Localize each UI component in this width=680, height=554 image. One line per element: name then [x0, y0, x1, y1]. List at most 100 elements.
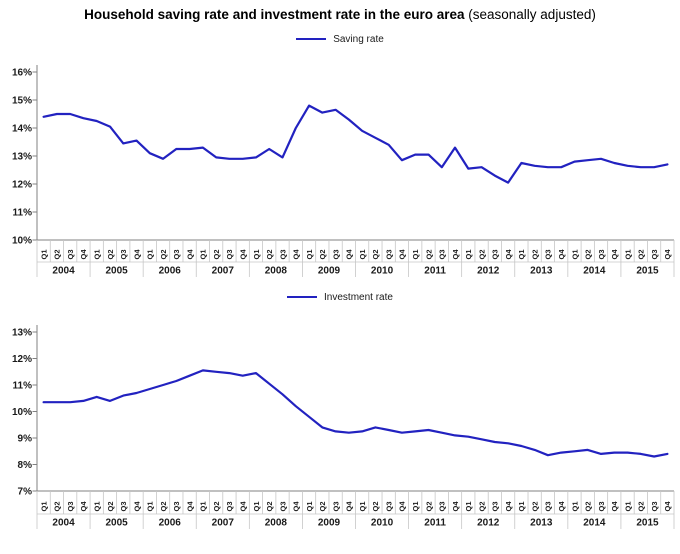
- saving-rate-legend-line-icon: [296, 38, 327, 40]
- quarter-tick-label: Q1: [93, 501, 102, 511]
- quarter-tick-label: Q3: [119, 501, 128, 511]
- quarter-tick-label: Q2: [212, 249, 221, 259]
- quarter-tick-label: Q2: [265, 501, 274, 511]
- quarter-tick-label: Q4: [292, 501, 301, 512]
- quarter-tick-label: Q3: [331, 249, 340, 259]
- page-title-main: Household saving rate and investment rat…: [84, 7, 465, 22]
- quarter-tick-label: Q3: [384, 501, 393, 511]
- quarter-tick-label: Q4: [557, 249, 566, 260]
- quarter-tick-label: Q4: [398, 249, 407, 260]
- x-axis: Q1 Q2 Q3 Q4 Q1 Q2 Q3 Q4 Q1 Q2 Q3 Q4 Q1 Q2 Q3 Q4 Q1 Q2 Q3 Q4…: [36, 490, 675, 529]
- quarter-tick-label: Q2: [424, 501, 433, 511]
- quarter-tick-label: Q1: [93, 249, 102, 259]
- quarter-tick-label: Q2: [530, 249, 539, 259]
- quarter-tick-label: Q1: [146, 249, 155, 259]
- year-label: 2007: [212, 518, 235, 529]
- quarter-tick-label: Q1: [358, 249, 367, 259]
- year-label: 2013: [530, 518, 553, 529]
- quarter-tick-label: Q3: [491, 249, 500, 259]
- quarter-tick-label: Q4: [238, 249, 247, 260]
- quarter-tick-label: Q3: [544, 501, 553, 511]
- investment-rate-chart: 7% 8% 9% 10% 11% 12% 13% Q1 Q2 Q3 Q4 Q1 Q2 Q3 Q4 Q1 Q2 Q3…: [12, 325, 675, 529]
- quarter-tick-label: Q3: [438, 249, 447, 259]
- quarter-tick-label: Q1: [252, 501, 261, 511]
- quarter-tick-label: Q2: [159, 501, 168, 511]
- quarter-tick-label: Q1: [517, 249, 526, 259]
- y-tick-label: 11%: [13, 381, 33, 392]
- year-label: 2006: [159, 266, 182, 277]
- year-label: 2015: [636, 518, 659, 529]
- quarter-tick-label: Q1: [464, 249, 473, 259]
- year-label: 2005: [106, 266, 129, 277]
- quarter-tick-label: Q2: [106, 501, 115, 511]
- y-tick-label: 14%: [12, 124, 32, 135]
- series-line: [42, 104, 669, 184]
- year-label: 2008: [265, 266, 288, 277]
- quarter-tick-label: Q3: [650, 501, 659, 511]
- quarter-tick-label: Q3: [331, 501, 340, 511]
- quarter-tick-label: Q4: [292, 249, 301, 260]
- y-tick-label: 13%: [12, 328, 32, 339]
- page-title-suffix: (seasonally adjusted): [464, 7, 596, 22]
- quarter-tick-label: Q2: [265, 249, 274, 259]
- y-tick-label: 11%: [13, 208, 33, 219]
- quarter-tick-label: Q3: [650, 249, 659, 259]
- quarter-tick-label: Q2: [318, 501, 327, 511]
- quarter-tick-label: Q3: [384, 249, 393, 259]
- quarter-tick-label: Q1: [39, 501, 48, 511]
- series-line: [42, 369, 669, 458]
- quarter-tick-label: Q3: [597, 501, 606, 511]
- quarter-tick-label: Q3: [225, 501, 234, 511]
- quarter-tick-label: Q4: [610, 501, 619, 512]
- y-tick-label: 8%: [18, 460, 33, 471]
- quarter-tick-label: Q2: [637, 501, 646, 511]
- year-label: 2009: [318, 518, 341, 529]
- year-label: 2014: [583, 266, 606, 277]
- quarter-tick-label: Q2: [106, 249, 115, 259]
- y-tick-label: 10%: [12, 236, 32, 247]
- quarter-tick-label: Q2: [584, 501, 593, 511]
- quarter-tick-label: Q3: [597, 249, 606, 259]
- year-label: 2014: [583, 518, 606, 529]
- y-tick-label: 15%: [12, 96, 32, 107]
- quarter-tick-label: Q1: [199, 249, 208, 259]
- quarter-tick-label: Q1: [411, 249, 420, 259]
- quarter-tick-label: Q2: [371, 501, 380, 511]
- investment-rate-legend-label: Investment rate: [324, 291, 393, 303]
- quarter-tick-label: Q2: [530, 501, 539, 511]
- quarter-tick-label: Q4: [398, 501, 407, 512]
- quarter-tick-label: Q2: [318, 249, 327, 259]
- quarter-tick-label: Q3: [119, 249, 128, 259]
- quarter-tick-label: Q4: [504, 249, 513, 260]
- y-axis: 7% 8% 9% 10% 11% 12% 13%: [12, 325, 38, 498]
- quarter-tick-label: Q1: [39, 249, 48, 259]
- quarter-tick-label: Q4: [79, 249, 88, 260]
- quarter-tick-label: Q3: [225, 249, 234, 259]
- year-label: 2011: [424, 518, 446, 529]
- quarter-tick-label: Q3: [491, 501, 500, 511]
- year-label: 2015: [636, 266, 659, 277]
- quarter-tick-label: Q4: [663, 249, 672, 260]
- quarter-tick-label: Q1: [411, 501, 420, 511]
- year-label: 2006: [159, 518, 182, 529]
- quarter-tick-label: Q2: [53, 249, 62, 259]
- quarter-tick-label: Q1: [305, 249, 314, 259]
- quarter-tick-label: Q2: [424, 249, 433, 259]
- quarter-tick-label: Q4: [345, 249, 354, 260]
- saving-rate-legend-label: Saving rate: [333, 33, 384, 45]
- quarter-tick-label: Q3: [172, 249, 181, 259]
- y-tick-label: 12%: [12, 354, 32, 365]
- year-label: 2009: [318, 266, 341, 277]
- year-label: 2004: [52, 518, 75, 529]
- quarter-tick-label: Q1: [570, 249, 579, 259]
- quarter-tick-label: Q1: [464, 501, 473, 511]
- quarter-tick-label: Q1: [252, 249, 261, 259]
- quarter-tick-label: Q4: [185, 501, 194, 512]
- quarter-tick-label: Q1: [358, 501, 367, 511]
- quarter-tick-label: Q2: [477, 501, 486, 511]
- year-label: 2012: [477, 518, 500, 529]
- quarter-tick-label: Q4: [132, 249, 141, 260]
- quarter-tick-label: Q4: [345, 501, 354, 512]
- quarter-tick-label: Q2: [477, 249, 486, 259]
- quarter-tick-label: Q4: [451, 501, 460, 512]
